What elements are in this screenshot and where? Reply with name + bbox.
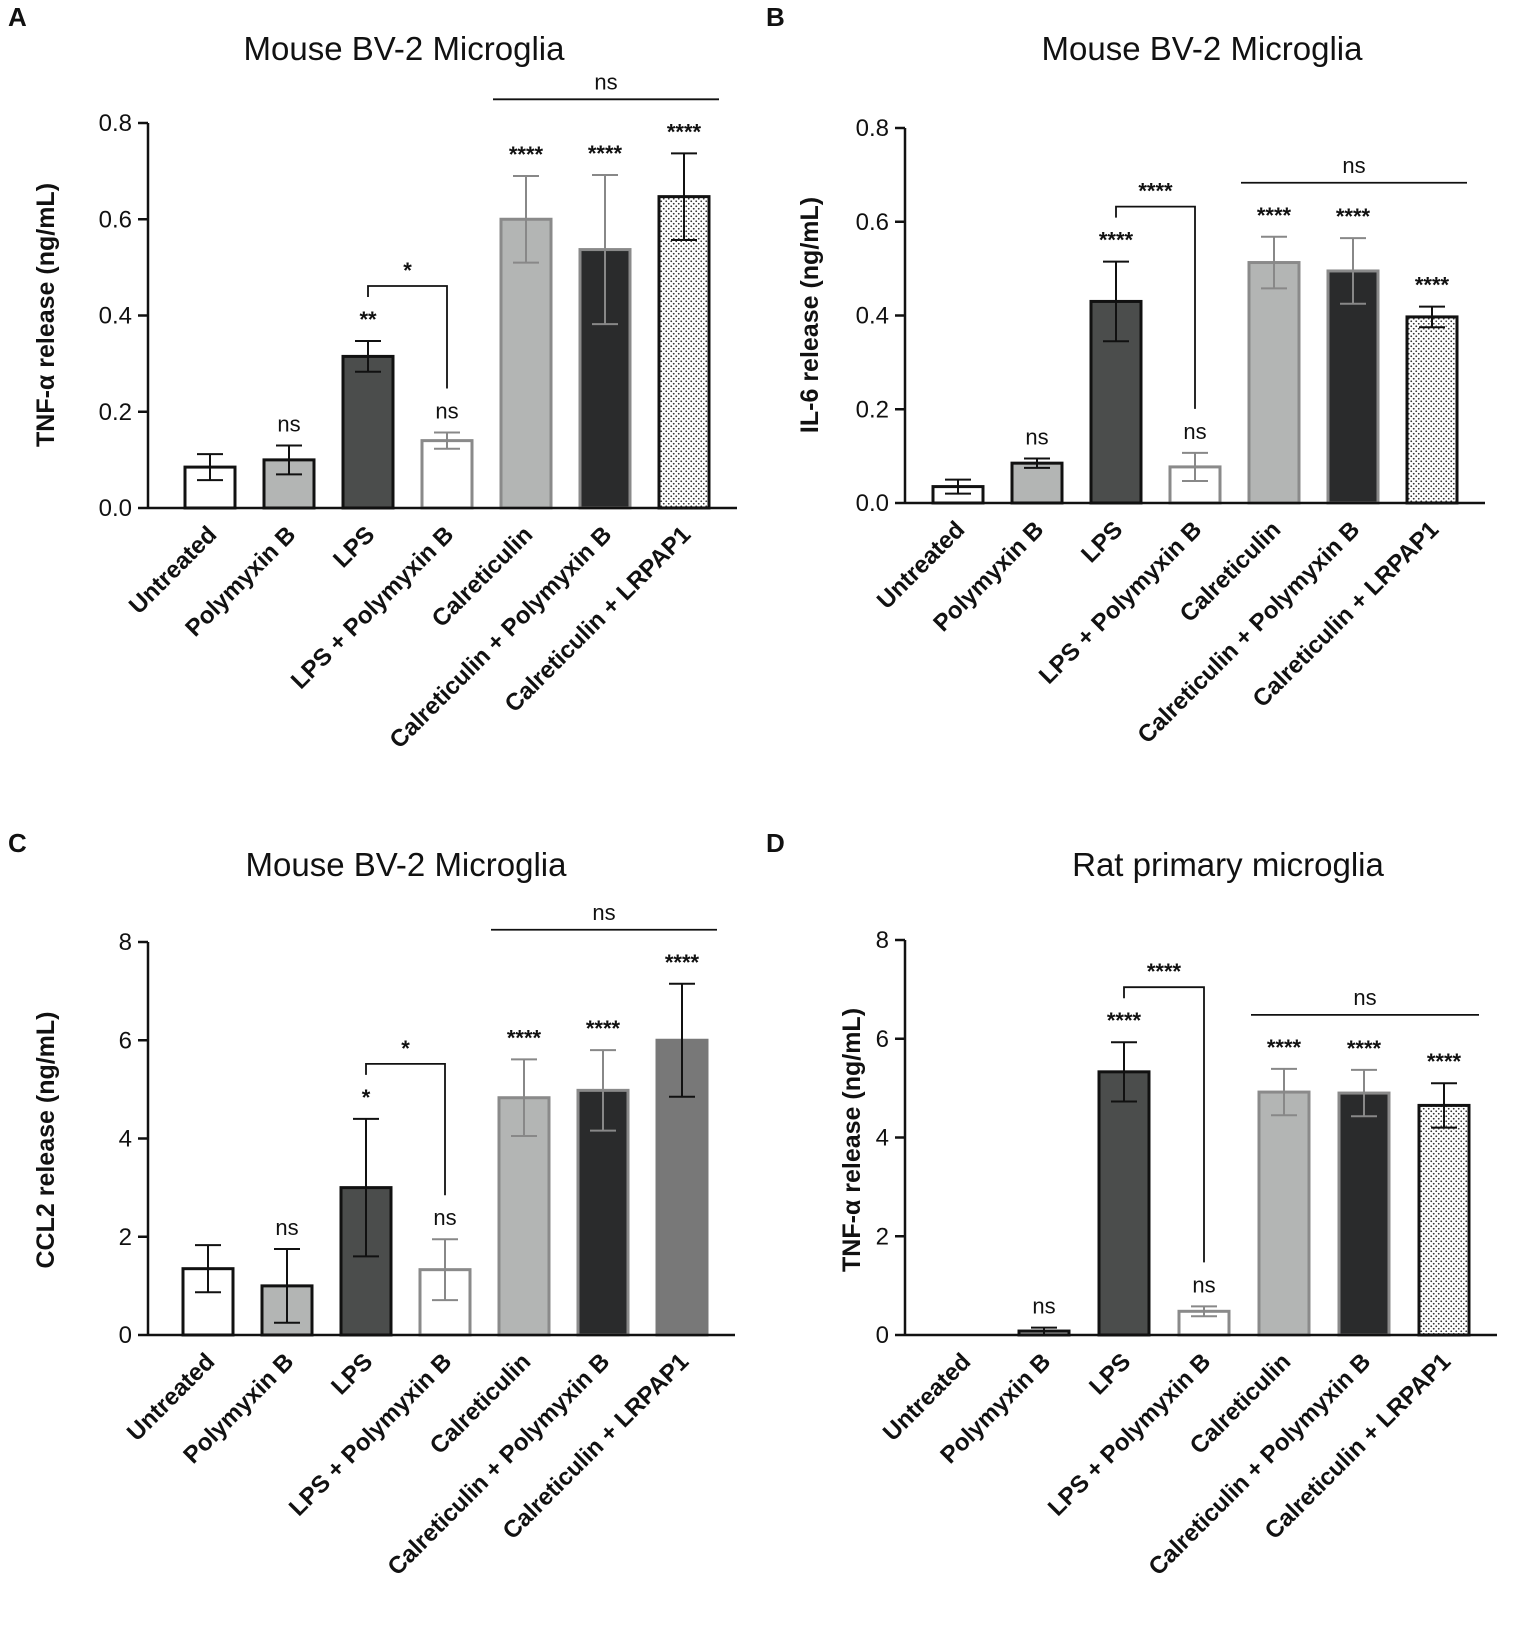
y-tick-label: 0.8 bbox=[856, 115, 889, 142]
plot-area: 0.00.20.40.60.8ns**ns**** ********Untreat… bbox=[99, 69, 737, 754]
group-comparison-label: ns bbox=[592, 900, 615, 925]
y-tick-label: 2 bbox=[119, 1224, 132, 1251]
significance-label: **** bbox=[588, 141, 623, 166]
bar bbox=[420, 439, 474, 510]
y-tick-label: 6 bbox=[119, 1027, 132, 1054]
y-tick-label: 0 bbox=[876, 1322, 889, 1349]
y-tick-label: 4 bbox=[876, 1125, 889, 1152]
significance-label: **** bbox=[1099, 228, 1134, 253]
chart-title: Mouse BV-2 Microglia bbox=[244, 30, 566, 67]
y-tick-label: 6 bbox=[876, 1026, 889, 1053]
significance-label: **** bbox=[1336, 204, 1371, 229]
significance-label: **** bbox=[667, 119, 702, 144]
y-axis-label: CCL2 release (ng/mL) bbox=[32, 1011, 60, 1268]
comparison-bracket bbox=[1123, 986, 1205, 1263]
chart-title: Mouse BV-2 Microglia bbox=[1042, 30, 1364, 67]
y-tick-label: 0 bbox=[119, 1322, 132, 1349]
significance-label: **** bbox=[1347, 1036, 1382, 1061]
significance-label: **** bbox=[1257, 203, 1292, 228]
bar bbox=[1405, 315, 1459, 505]
chart-title: Mouse BV-2 Microglia bbox=[246, 846, 568, 883]
category-label: LPS bbox=[1076, 516, 1128, 568]
panel-letter: B bbox=[766, 2, 785, 32]
panel-letter: C bbox=[8, 828, 27, 858]
bar bbox=[341, 354, 395, 510]
bar bbox=[657, 195, 711, 510]
y-tick-label: 2 bbox=[876, 1223, 889, 1250]
comparison-bracket bbox=[1115, 205, 1196, 409]
y-tick-label: 0.8 bbox=[99, 110, 132, 137]
significance-label: ns bbox=[1192, 1272, 1215, 1297]
y-tick-label: 0.6 bbox=[99, 206, 132, 233]
category-label: LPS bbox=[328, 521, 380, 573]
y-tick-label: 4 bbox=[119, 1126, 132, 1153]
significance-label: ns bbox=[277, 411, 300, 436]
comparison-bracket bbox=[365, 1062, 446, 1196]
significance-label: * bbox=[362, 1085, 371, 1110]
significance-label: ns bbox=[1025, 424, 1048, 449]
significance-label: **** bbox=[1427, 1049, 1462, 1074]
y-tick-label: 0.0 bbox=[856, 490, 889, 517]
panel-d: D Rat primary microglia TNF-α release (n… bbox=[766, 828, 1497, 1581]
significance-label: **** bbox=[509, 142, 544, 167]
bracket-label: * bbox=[403, 258, 412, 283]
y-axis-label: TNF-α release (ng/mL) bbox=[32, 183, 60, 447]
bar bbox=[1010, 461, 1064, 505]
y-tick-label: 0.2 bbox=[99, 399, 132, 426]
significance-label: ns bbox=[435, 398, 458, 423]
panel-letter: A bbox=[8, 2, 27, 32]
group-comparison-label: ns bbox=[594, 69, 617, 94]
bracket-label: **** bbox=[1138, 179, 1173, 204]
y-tick-label: 0.0 bbox=[99, 495, 132, 522]
significance-label: ns bbox=[275, 1215, 298, 1240]
panel-b: B Mouse BV-2 Microglia IL-6 release (ng/… bbox=[766, 2, 1485, 749]
bar bbox=[1337, 1091, 1391, 1337]
significance-label: **** bbox=[586, 1016, 621, 1041]
significance-label: **** bbox=[1415, 273, 1450, 298]
y-tick-label: 8 bbox=[876, 927, 889, 954]
plot-area: 0.00.20.40.60.8ns****ns**** ********Untre… bbox=[856, 115, 1485, 749]
panel-c: C Mouse BV-2 Microglia CCL2 release (ng/… bbox=[8, 828, 735, 1581]
chart-title: Rat primary microglia bbox=[1072, 846, 1384, 883]
bar bbox=[1247, 261, 1301, 505]
category-label: LPS bbox=[326, 1348, 378, 1400]
bracket-label: **** bbox=[1147, 959, 1182, 984]
significance-label: ns bbox=[1183, 419, 1206, 444]
bar bbox=[1257, 1090, 1311, 1337]
y-tick-label: 8 bbox=[119, 929, 132, 956]
y-tick-label: 0.2 bbox=[856, 396, 889, 423]
y-tick-label: 0.4 bbox=[99, 303, 132, 330]
bar bbox=[1326, 269, 1380, 505]
significance-label: **** bbox=[1267, 1035, 1302, 1060]
y-tick-label: 0.6 bbox=[856, 209, 889, 236]
significance-label: **** bbox=[507, 1025, 542, 1050]
significance-label: ns bbox=[1032, 1294, 1055, 1319]
category-label: LPS bbox=[1084, 1348, 1136, 1400]
significance-label: ** bbox=[359, 307, 377, 332]
panel-a: A Mouse BV-2 Microglia TNF-α release (ng… bbox=[8, 2, 737, 754]
significance-label: ns bbox=[433, 1205, 456, 1230]
bracket-label: * bbox=[401, 1036, 410, 1061]
comparison-bracket bbox=[367, 285, 448, 389]
bar bbox=[1417, 1103, 1471, 1337]
group-comparison-label: ns bbox=[1342, 153, 1365, 178]
group-comparison-label: ns bbox=[1353, 985, 1376, 1010]
significance-label: **** bbox=[1107, 1008, 1142, 1033]
panel-letter: D bbox=[766, 828, 785, 858]
y-axis-label: TNF-α release (ng/mL) bbox=[838, 1008, 866, 1272]
bar bbox=[1097, 1070, 1151, 1337]
y-tick-label: 0.4 bbox=[856, 303, 889, 330]
y-axis-label: IL-6 release (ng/mL) bbox=[796, 197, 824, 433]
significance-label: **** bbox=[665, 950, 700, 975]
